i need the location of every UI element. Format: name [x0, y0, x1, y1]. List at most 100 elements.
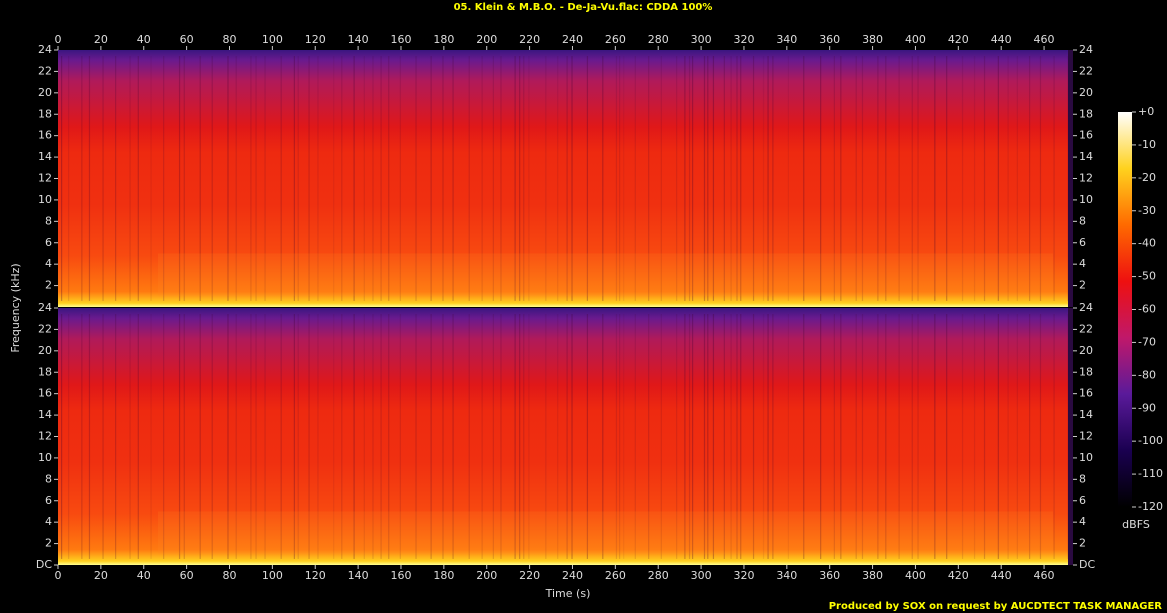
colorbar-tick-label: -80 [1138, 368, 1156, 381]
colorbar-tick-label: -40 [1138, 237, 1156, 250]
spectrogram-texture [102, 56, 104, 301]
spectrogram-texture [308, 314, 310, 559]
spectrogram-texture [684, 56, 686, 301]
spectrogram-texture [68, 314, 70, 559]
spectrogram-texture [1029, 314, 1031, 559]
spectrogram-texture [415, 56, 417, 301]
spectrogram-texture [676, 314, 678, 559]
colorbar-label: dBFS [1122, 518, 1150, 531]
spectrogram-texture [280, 56, 282, 301]
spectrogram-texture [736, 314, 738, 559]
spectrogram-texture [523, 314, 525, 559]
y-tick-label: 14 [1079, 150, 1093, 163]
spectrogram-texture [691, 314, 694, 559]
spectrogram-texture [199, 314, 201, 559]
colorbar-tick-label: -30 [1138, 204, 1156, 217]
spectrogram-texture [566, 314, 568, 559]
spectrogram-texture [566, 56, 568, 301]
spectrogram-texture [178, 314, 181, 559]
x-tick-label: 420 [948, 569, 969, 582]
spectrogram-texture [363, 314, 365, 559]
spectrogram-texture [163, 314, 165, 559]
y-tick-label: 10 [1079, 451, 1093, 464]
spectrogram-texture [648, 56, 650, 301]
spectrogram-texture [388, 314, 390, 559]
spectrogram-texture [442, 314, 444, 559]
spectrogram-texture [703, 314, 706, 559]
x-tick-label: 20 [94, 33, 108, 46]
spectrogram-texture [676, 56, 678, 301]
spectrogram-texture [61, 314, 63, 559]
y-tick-label: 20 [38, 344, 52, 357]
spectrogram-texture [861, 56, 864, 301]
y-tick-label: 22 [1079, 322, 1093, 335]
y-tick-label: 20 [1079, 344, 1093, 357]
spectrogram-texture [211, 56, 213, 301]
spectrogram-texture [634, 56, 636, 301]
y-tick-label: 18 [38, 365, 52, 378]
x-tick-label: 300 [691, 33, 712, 46]
spectrogram-texture [723, 314, 725, 559]
spectrogram-texture [129, 56, 131, 301]
x-tick-label: 440 [991, 33, 1012, 46]
spectrogram-texture [264, 56, 266, 301]
spectrogram-texture [1016, 56, 1018, 301]
x-tick-label: 220 [519, 33, 540, 46]
colorbar-tick-label: -100 [1138, 434, 1163, 447]
spectrogram-texture [293, 314, 295, 559]
spectrogram-texture [586, 56, 589, 301]
spectrogram-texture [415, 314, 417, 559]
x-tick-label: 380 [862, 33, 883, 46]
spectrogram-texture [946, 314, 948, 559]
spectrogram-texture [602, 314, 604, 559]
colorbar-tick-label: -10 [1138, 138, 1156, 151]
spectrogram-texture [615, 314, 618, 559]
spectrogram-texture [178, 56, 181, 301]
spectrogram-texture [255, 314, 257, 559]
x-tick-label: 120 [305, 33, 326, 46]
spectrogram-texture [399, 314, 401, 559]
spectrogram-texture [333, 314, 335, 559]
y-tick-label: 8 [45, 214, 52, 227]
spectrogram-texture [740, 56, 742, 301]
spectrogram-texture [712, 56, 715, 301]
spectrogram-texture [752, 314, 755, 559]
spectrogram-texture [250, 56, 252, 301]
track-end [1068, 308, 1073, 565]
y-tick-label: 6 [45, 236, 52, 249]
spectrogram-texture [341, 314, 343, 559]
spectrogram-texture [833, 56, 835, 301]
x-tick-label: 0 [55, 569, 62, 582]
spectrogram-texture [545, 314, 547, 559]
x-tick-label: 60 [180, 569, 194, 582]
spectrogram-texture [372, 314, 374, 559]
spectrogram-texture [1053, 314, 1055, 559]
spectrogram-texture [707, 56, 709, 301]
spectrogram-texture [137, 56, 139, 301]
spectrogram-texture [911, 314, 913, 559]
spectrogram-texture [723, 56, 725, 301]
spectrogram-texture [885, 56, 887, 301]
x-tick-label: 460 [1034, 33, 1055, 46]
spectrogram-texture [615, 56, 618, 301]
x-tick-label: 60 [180, 33, 194, 46]
low-band-texture [158, 511, 1053, 555]
y-tick-label: 4 [1079, 515, 1086, 528]
x-tick-label: 120 [305, 569, 326, 582]
x-tick-label: 200 [476, 569, 497, 582]
y-tick-label: 4 [1079, 257, 1086, 270]
spectrogram-texture [1066, 56, 1069, 301]
spectrogram-texture [730, 56, 732, 301]
spectrogram-texture [528, 314, 530, 559]
spectrogram-texture [183, 56, 185, 301]
y-tick-label: 12 [1079, 172, 1093, 185]
x-tick-label: 420 [948, 33, 969, 46]
spectrogram-texture [787, 314, 789, 559]
x-tick-label: 180 [433, 33, 454, 46]
spectrogram-texture [523, 56, 525, 301]
spectrogram-texture [481, 56, 483, 301]
spectrogram [58, 308, 1073, 565]
spectrogram-texture [333, 56, 335, 301]
spectrogram-texture [898, 56, 900, 301]
y-tick-label: 24 [38, 301, 52, 314]
